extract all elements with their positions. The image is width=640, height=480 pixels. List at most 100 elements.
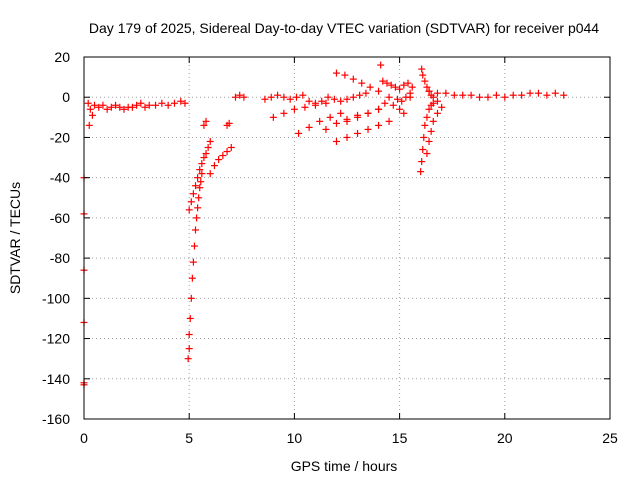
y-tick-label: -100 [42,290,70,306]
data-point [543,91,551,99]
data-point [381,99,389,107]
data-point [364,109,372,117]
x-tick-label: 10 [287,430,303,446]
data-point [158,99,166,107]
data-point [438,103,446,111]
data-point [223,148,231,156]
data-point [326,113,334,121]
data-point [429,99,437,107]
y-tick-label: -160 [42,411,70,427]
x-axis-label: GPS time / hours [291,458,398,474]
data-point [189,190,197,198]
data-point [187,198,195,206]
data-point [192,226,200,234]
data-point [286,95,294,103]
data-point [526,89,534,97]
data-point [509,91,517,99]
data-points [80,61,568,389]
data-point [467,91,475,99]
data-point [194,174,202,182]
data-point [385,93,393,101]
data-point [290,105,298,113]
data-point [425,87,433,95]
data-point [305,97,313,105]
data-point [418,158,426,166]
data-point [324,93,332,101]
data-point [419,146,427,154]
data-point [231,93,239,101]
data-point [398,97,406,105]
data-point [433,109,441,117]
data-point [311,101,319,109]
data-point [225,119,233,127]
data-point [240,93,248,101]
data-point [501,93,509,101]
data-point [423,150,431,158]
data-point [280,93,288,101]
data-point [137,99,145,107]
data-point [534,89,542,97]
data-point [85,121,93,129]
data-point [354,113,362,121]
data-point [305,123,313,131]
data-point [316,117,324,125]
data-point [194,204,202,212]
data-point [341,71,349,79]
data-point [219,152,227,160]
data-point [185,331,193,339]
data-point [206,137,214,145]
data-point [200,121,208,129]
data-point [186,314,194,322]
data-point [330,95,338,103]
data-point [267,93,275,101]
y-axis-label: SDTVAR / TECUs [7,182,23,294]
data-point [322,125,330,133]
data-point [560,91,568,99]
data-point [375,121,383,129]
data-point [299,91,307,99]
chart-title: Day 179 of 2025, Sidereal Day-to-day VTE… [89,20,599,36]
data-point [116,103,124,111]
data-point [356,91,364,99]
x-tick-label: 20 [497,430,513,446]
data-point [84,99,92,107]
data-point [406,93,414,101]
data-point [295,129,303,137]
data-point [112,101,120,109]
plot-frame [83,56,611,420]
data-point [198,160,206,168]
data-point [88,111,96,119]
data-point [425,105,433,113]
data-point [269,113,277,121]
data-point [387,81,395,89]
data-point [188,274,196,282]
data-point [421,121,429,129]
y-tick-label: -140 [42,371,70,387]
y-tick-label: 20 [54,49,70,65]
data-point [189,258,197,266]
data-point [358,79,366,87]
data-point [391,83,399,91]
data-point [349,93,357,101]
axis-ticks: 20 0 -20 -40 -60 -80 -100 -120 -140 -160 0 5 10 15 20 2… [42,49,618,446]
data-point [332,137,340,145]
data-point [442,89,450,97]
data-point [393,95,401,103]
data-point [396,85,404,93]
data-point [318,97,326,105]
data-point [551,89,559,97]
data-point [354,129,362,137]
y-tick-label: -80 [50,250,70,266]
data-point [198,170,206,178]
data-point [396,105,404,113]
data-point [362,89,370,97]
data-point [423,113,431,121]
data-point [293,93,301,101]
data-point [120,105,128,113]
data-point [261,95,269,103]
data-point [375,105,383,113]
y-tick-label: -60 [50,210,70,226]
data-point [196,166,204,174]
